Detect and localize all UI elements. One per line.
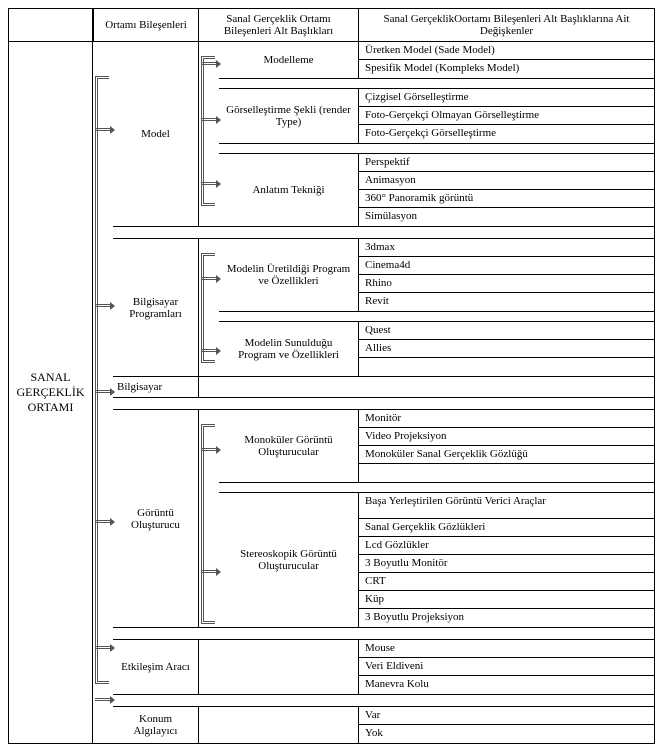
header-subheadings: Sanal Gerçeklik Ortamı Bileşenleri Alt B… [199, 9, 359, 41]
var-row: Animasyon [359, 172, 654, 190]
sub-bracket [199, 640, 219, 694]
sub-block: Görselleştirme Şekli (render Type) Çizgi… [219, 89, 654, 144]
header-variables: Sanal GerçeklikOortamı Bileşenleri Alt B… [359, 9, 654, 41]
var-row: Mouse [359, 640, 654, 658]
sub-label: Modelleme [219, 42, 359, 78]
sub-label-empty [219, 707, 359, 743]
var-row: Monitör [359, 410, 654, 428]
component-label: Etkileşim Aracı [113, 640, 199, 694]
var-row: Cinema4d [359, 257, 654, 275]
header-components: Ortamı Bileşenleri [93, 9, 199, 41]
component-model: Model Modelleme Üretken Model (Sade Mode… [113, 42, 654, 227]
var-row: Simülasyon [359, 208, 654, 226]
component-label: Bilgisayar [113, 377, 199, 397]
var-row: Yok [359, 725, 654, 743]
component-konum-algilayici: Konum Algılayıcı Var Yok [113, 707, 654, 743]
root-label: SANAL GERÇEKLİK ORTAMI [9, 42, 93, 743]
var-row: Spesifik Model (Kompleks Model) [359, 60, 654, 78]
var-row: Monoküler Sanal Gerçeklik Gözlüğü [359, 446, 654, 464]
components-column: Model Modelleme Üretken Model (Sade Mode… [113, 42, 654, 743]
var-row: Revit [359, 293, 654, 311]
component-etkilesim-araci: Etkileşim Aracı Mouse Veri Eldiveni Mane… [113, 640, 654, 695]
header-blank [9, 9, 93, 41]
sub-label: Modelin Üretildiği Program ve Özellikler… [219, 239, 359, 311]
var-row: Üretken Model (Sade Model) [359, 42, 654, 60]
sub-label: Stereoskopik Görüntü Oluşturucular [219, 493, 359, 627]
var-row: Var [359, 707, 654, 725]
var-row: Foto-Gerçekçi Olmayan Görselleştirme [359, 107, 654, 125]
sub-block: Monoküler Görüntü Oluşturucular Monitör … [219, 410, 654, 483]
component-label: Model [113, 42, 199, 226]
sub-label: Görselleştirme Şekli (render Type) [219, 89, 359, 143]
var-row: Manevra Kolu [359, 676, 654, 694]
header-row: Ortamı Bileşenleri Sanal Gerçeklik Ortam… [8, 8, 655, 41]
diagram-body: SANAL GERÇEKLİK ORTAMI Model [8, 41, 655, 744]
var-row: Başa Yerleştirilen Görüntü Verici Araçla… [359, 493, 654, 519]
sub-label: Modelin Sunulduğu Program ve Özellikleri [219, 322, 359, 376]
var-row: 3 Boyutlu Projeksiyon [359, 609, 654, 627]
component-label: Görüntü Oluşturucu [113, 410, 199, 627]
sub-bracket [199, 42, 219, 226]
sub-label-empty [219, 640, 359, 694]
sub-bracket [199, 410, 219, 627]
sub-block: Modelin Üretildiği Program ve Özellikler… [219, 239, 654, 312]
var-row: Lcd Gözlükler [359, 537, 654, 555]
var-row: 3dmax [359, 239, 654, 257]
var-row: Küp [359, 591, 654, 609]
var-row: Quest [359, 322, 654, 340]
diagram-root: Ortamı Bileşenleri Sanal Gerçeklik Ortam… [8, 8, 655, 744]
component-label: Bilgisayar Programları [113, 239, 199, 376]
var-row: Video Projeksiyon [359, 428, 654, 446]
var-row: Perspektif [359, 154, 654, 172]
component-bilgisayar: Bilgisayar [113, 377, 654, 398]
var-row: Rhino [359, 275, 654, 293]
var-row [359, 464, 654, 482]
sub-block: Modelin Sunulduğu Program ve Özellikleri… [219, 322, 654, 376]
sub-label: Anlatım Tekniği [219, 154, 359, 226]
sub-block: Modelleme Üretken Model (Sade Model) Spe… [219, 42, 654, 79]
var-row: CRT [359, 573, 654, 591]
var-row: Çizgisel Görselleştirme [359, 89, 654, 107]
var-row: Veri Eldiveni [359, 658, 654, 676]
sub-block: Anlatım Tekniği Perspektif Animasyon 360… [219, 154, 654, 226]
sub-bracket [199, 239, 219, 376]
var-row: 360° Panoramik görüntü [359, 190, 654, 208]
sub-label: Monoküler Görüntü Oluşturucular [219, 410, 359, 482]
var-row: Sanal Gerçeklik Gözlükleri [359, 519, 654, 537]
component-bilgisayar-programlari: Bilgisayar Programları Modelin Üretildiğ… [113, 239, 654, 377]
sub-bracket [199, 707, 219, 743]
root-bracket [93, 42, 113, 743]
var-row: Foto-Gerçekçi Görselleştirme [359, 125, 654, 143]
var-row: 3 Boyutlu Monitör [359, 555, 654, 573]
component-goruntu-olusturucu: Görüntü Oluşturucu Monoküler Görüntü Olu… [113, 410, 654, 628]
var-row [199, 377, 654, 395]
component-label: Konum Algılayıcı [113, 707, 199, 743]
var-row [359, 358, 654, 376]
var-row: Allies [359, 340, 654, 358]
sub-block: Stereoskopik Görüntü Oluşturucular Başa … [219, 493, 654, 627]
